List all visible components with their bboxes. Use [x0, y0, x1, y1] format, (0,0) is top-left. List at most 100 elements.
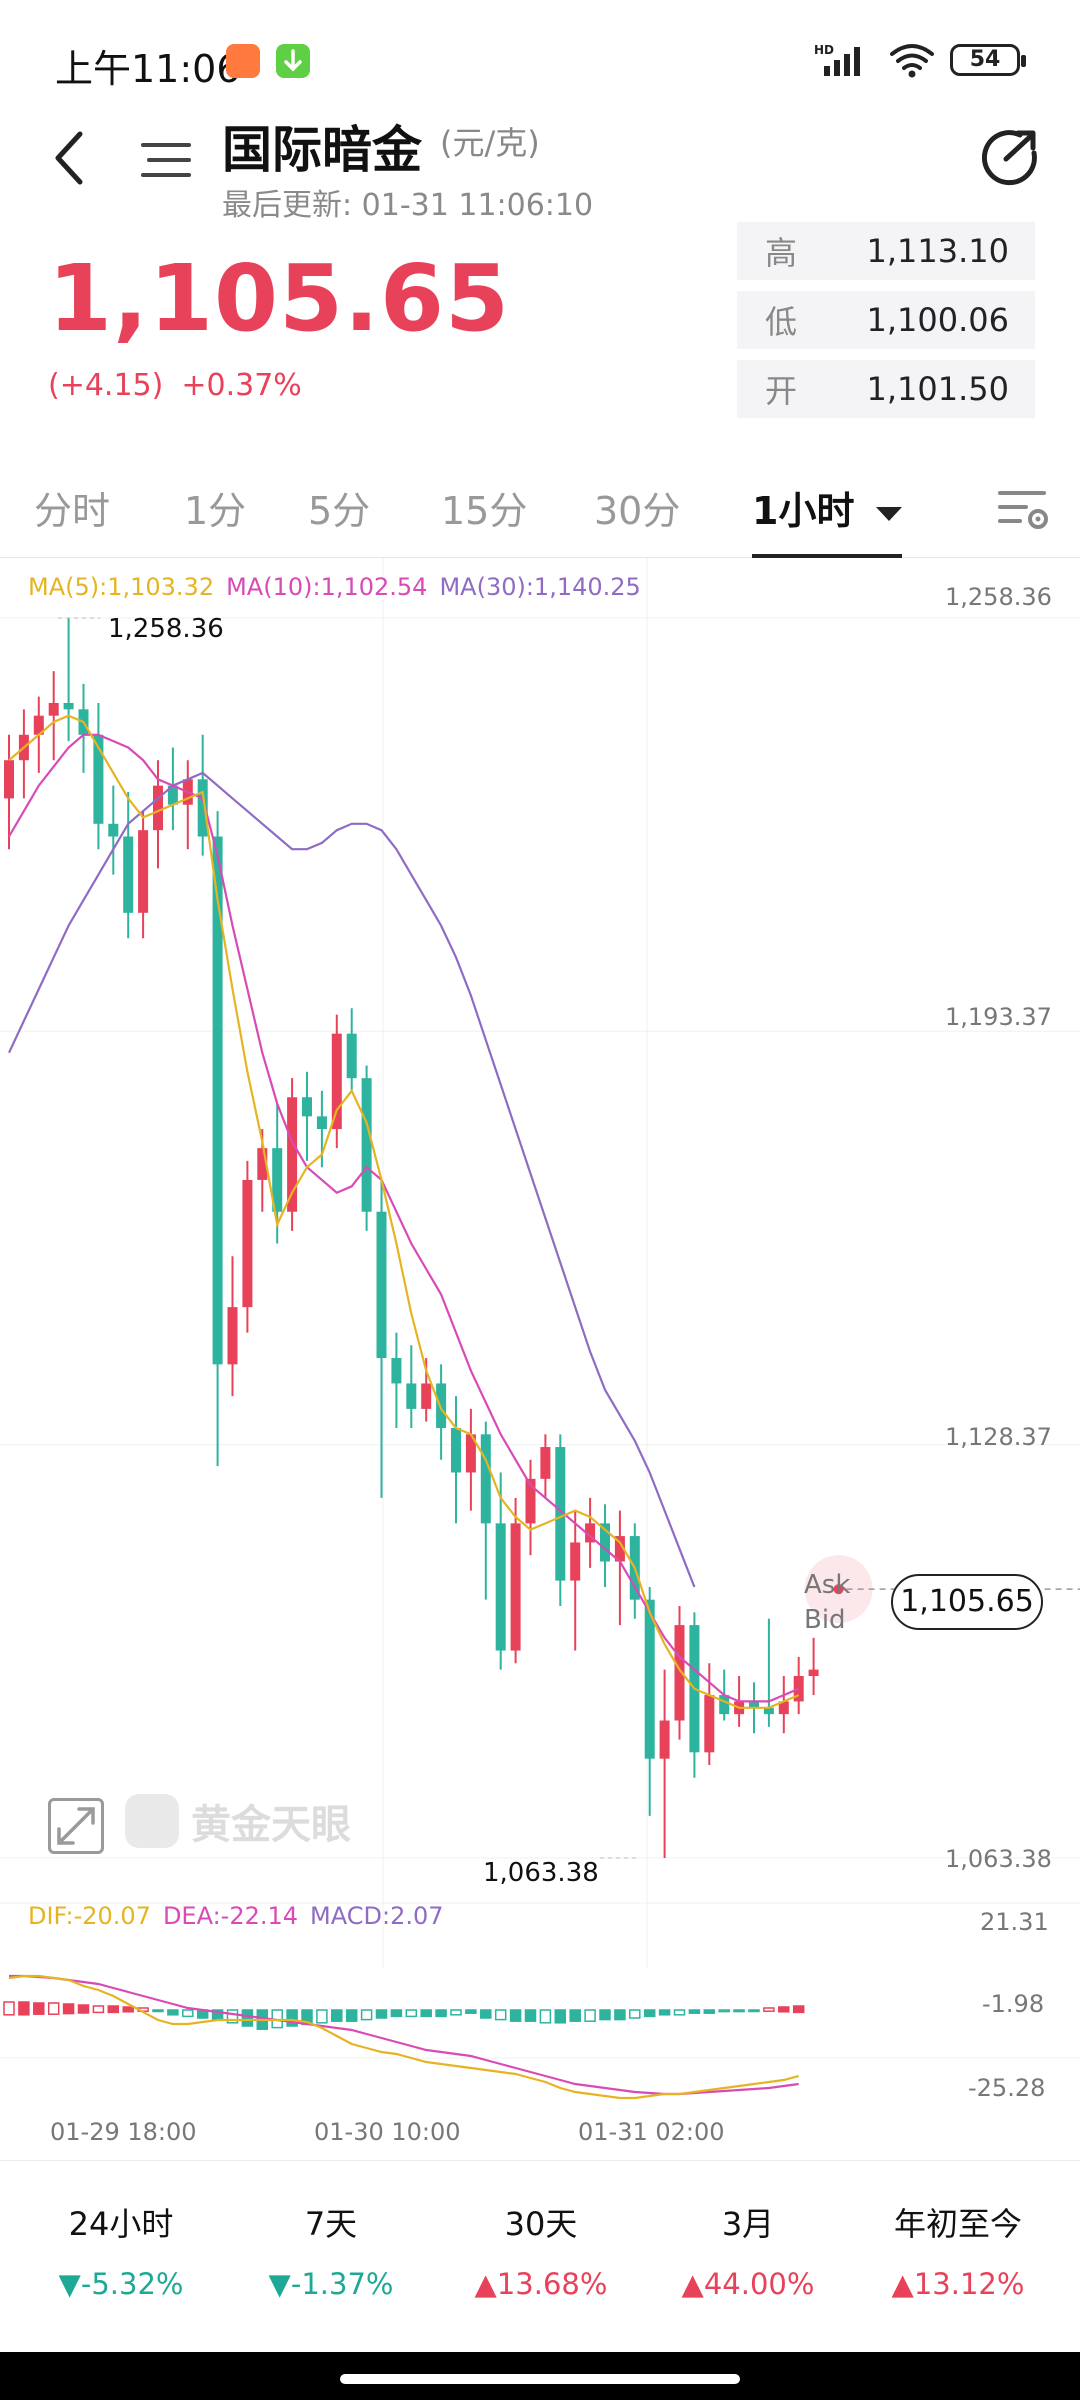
back-button[interactable]: [40, 128, 100, 188]
candle-body: [212, 836, 223, 1365]
candle-body: [376, 1211, 387, 1359]
macd-bar: [167, 2009, 179, 2016]
tab-1min[interactable]: 1分: [184, 489, 247, 533]
candle-body: [495, 1523, 506, 1651]
low-row: 低 1,100.06: [737, 291, 1035, 349]
macd-bar: [778, 2006, 790, 2013]
macd-bar: [450, 2009, 462, 2016]
triangle-up-icon: ▲: [681, 2267, 704, 2301]
share-icon: [981, 130, 1037, 186]
perf-24h[interactable]: 24小时 ▼-5.32%: [21, 2199, 221, 2301]
macd-bar: [718, 2009, 730, 2013]
macd-bar: [703, 2009, 716, 2014]
macd-bar: [375, 2009, 388, 2019]
perf-value: ▲44.00%: [648, 2267, 848, 2301]
candle-body: [123, 836, 134, 913]
macd-bar: [316, 2009, 328, 2024]
candle-body: [257, 1148, 268, 1180]
max-price-label: 1,258.36: [108, 614, 224, 644]
ma-legend: MA(5):1,103.32 MA(10):1,102.54 MA(30):1,14…: [28, 573, 653, 601]
dea-line: [9, 1974, 799, 2096]
candle-body: [227, 1307, 238, 1365]
candle-body: [316, 1116, 327, 1130]
perf-3m[interactable]: 3月 ▲44.00%: [648, 2199, 848, 2301]
perf-7d[interactable]: 7天 ▼-1.37%: [231, 2199, 431, 2301]
price-chart[interactable]: [0, 558, 1080, 2158]
macd-bar: [182, 2009, 194, 2018]
tab-timeshare[interactable]: 分时: [34, 489, 111, 533]
candle-body: [808, 1669, 819, 1676]
share-button[interactable]: [975, 122, 1045, 192]
macd-bar: [122, 2006, 134, 2013]
macd-bar: [465, 2009, 477, 2014]
dif-value: DIF:-20.07: [28, 1902, 151, 1930]
candle-body: [704, 1695, 715, 1753]
macd-bar: [241, 2009, 254, 2027]
high-value: 1,113.10: [866, 232, 1010, 270]
candle-body: [674, 1625, 685, 1721]
candle-body: [331, 1033, 342, 1130]
triangle-up-icon: ▲: [891, 2267, 914, 2301]
candle-body: [93, 734, 104, 824]
perf-value-text: 13.12%: [913, 2267, 1025, 2301]
current-price-tag: 1,105.65: [891, 1574, 1043, 1630]
status-indicators: HD 54: [814, 42, 1026, 78]
current-price-dot: [833, 1584, 844, 1595]
macd-bar: [360, 2009, 373, 2021]
macd-axis-label-3: -25.28: [968, 2074, 1046, 2102]
ask-label: Ask: [804, 1570, 851, 1600]
bid-label: Bid: [804, 1605, 846, 1635]
candle-body: [197, 779, 208, 837]
ma5-value: MA(5):1,103.32: [28, 573, 215, 601]
high-low-open-panel: 高 1,113.10 低 1,100.06 开 1,101.50: [737, 222, 1035, 429]
ma10-value: MA(10):1,102.54: [226, 573, 428, 601]
change-absolute: (+4.15): [48, 368, 164, 403]
status-time: 上午11:06: [55, 47, 241, 91]
low-value: 1,100.06: [866, 301, 1010, 339]
high-label: 高: [765, 234, 798, 272]
perf-ytd[interactable]: 年初至今 ▲13.12%: [858, 2199, 1058, 2301]
ma5-line: [8, 714, 800, 1709]
ma30-line: [8, 771, 696, 1588]
ma30-value: MA(30):1,140.25: [439, 573, 641, 601]
perf-value-text: -5.32%: [80, 2267, 184, 2301]
tab-30min[interactable]: 30分: [594, 489, 681, 533]
candle-body: [346, 1033, 357, 1079]
tab-15min[interactable]: 15分: [441, 489, 528, 533]
candle-body: [242, 1179, 253, 1308]
price-axis-label-3: 1,128.37: [945, 1423, 1052, 1451]
macd-bar: [509, 2009, 522, 2022]
home-indicator[interactable]: [340, 2374, 740, 2384]
candle-body: [361, 1078, 372, 1212]
menu-button[interactable]: [138, 132, 194, 188]
candle-body: [525, 1478, 536, 1524]
tab-5min[interactable]: 5分: [308, 489, 371, 533]
perf-value: ▼-5.32%: [21, 2267, 221, 2301]
triangle-up-icon: ▲: [474, 2267, 497, 2301]
chart-settings-button[interactable]: [996, 482, 1052, 538]
last-updated: 最后更新: 01-31 11:06:10: [222, 188, 594, 223]
perf-30d[interactable]: 30天 ▲13.68%: [441, 2199, 641, 2301]
candle-body: [749, 1701, 759, 1708]
battery-indicator: 54: [950, 44, 1026, 76]
candle-body: [540, 1447, 551, 1479]
macd-bar: [405, 2009, 418, 2018]
price-axis-label-4: 1,063.38: [945, 1845, 1052, 1873]
candle-body: [287, 1097, 298, 1212]
chevron-left-icon: [55, 131, 83, 185]
macd-bar: [599, 2009, 611, 2021]
candle-body: [167, 785, 178, 805]
perf-label: 30天: [504, 2205, 578, 2243]
macd-axis-label-1: 21.31: [980, 1908, 1049, 1936]
candle-body: [480, 1434, 491, 1524]
macd-bar: [390, 2009, 403, 2018]
perf-value: ▲13.12%: [858, 2267, 1058, 2301]
tab-1hour[interactable]: 1小时: [752, 480, 904, 535]
time-axis-label-1: 01-29 18:00: [50, 2118, 197, 2146]
macd-bar: [77, 2004, 90, 2014]
candle-body: [585, 1523, 596, 1543]
macd-bar: [62, 2003, 75, 2015]
performance-summary: 24小时 ▼-5.32% 7天 ▼-1.37% 30天 ▲13.68% 3月 ▲…: [0, 2160, 1080, 2330]
fullscreen-button[interactable]: [48, 1798, 104, 1854]
wifi-icon: [890, 44, 934, 78]
